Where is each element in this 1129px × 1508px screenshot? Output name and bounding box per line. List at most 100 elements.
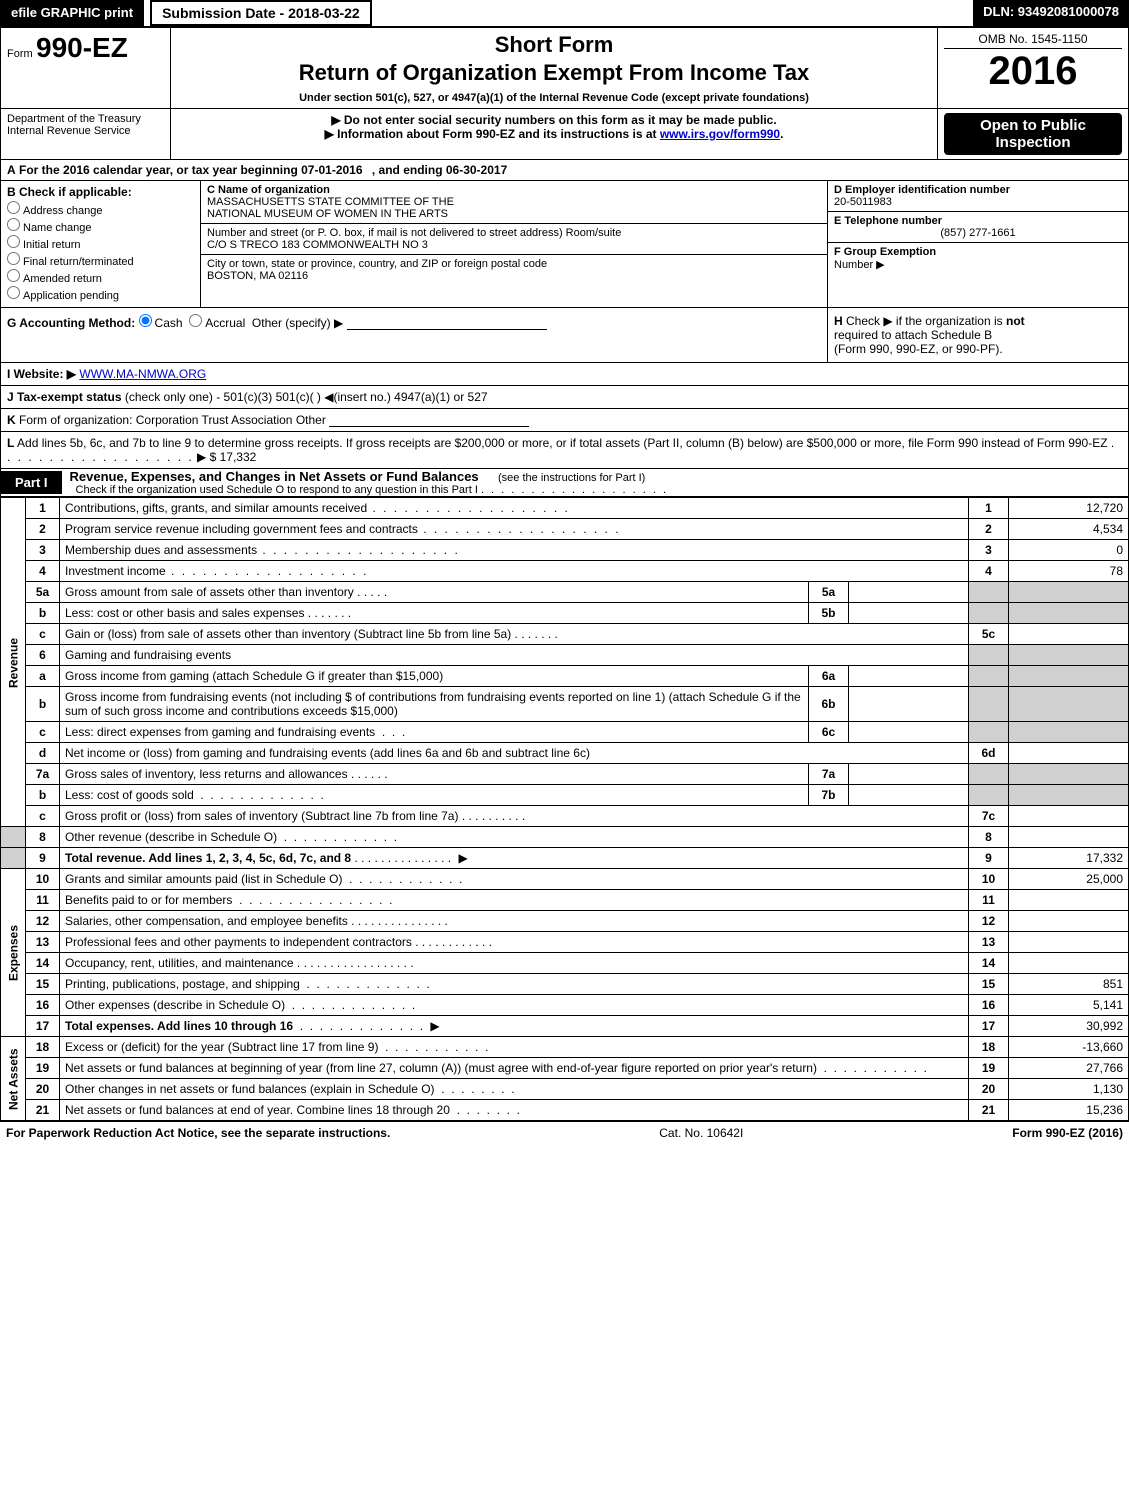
l11-text: Benefits paid to or for members	[65, 893, 232, 907]
l6a-text: Gross income from gaming (attach Schedul…	[60, 666, 809, 687]
l7a-sub: 7a	[809, 764, 849, 785]
section-h: H Check ▶ if the organization is not req…	[828, 308, 1128, 362]
l11-rnum: 11	[969, 890, 1009, 911]
line-7a: 7a Gross sales of inventory, less return…	[1, 764, 1129, 785]
form-header: Form 990-EZ Short Form Return of Organiz…	[0, 26, 1129, 109]
g-other-label: Other (specify) ▶	[252, 316, 343, 330]
l5a-shade-r	[969, 582, 1009, 603]
l6b-shade-r	[969, 687, 1009, 722]
department-cell: Department of the Treasury Internal Reve…	[1, 109, 171, 159]
netassets-sidebar: Net Assets	[1, 1037, 26, 1121]
l21-rnum: 21	[969, 1100, 1009, 1121]
l9-num: 9	[26, 848, 60, 869]
form-prefix: Form	[7, 48, 33, 60]
l5c-text: Gain or (loss) from sale of assets other…	[65, 627, 511, 641]
omb-number: OMB No. 1545-1150	[944, 32, 1122, 49]
section-b: B Check if applicable: Address change Na…	[1, 181, 201, 307]
l6a-shade-r	[969, 666, 1009, 687]
l12-text: Salaries, other compensation, and employ…	[65, 914, 348, 928]
l6b-amt	[849, 687, 969, 722]
l6-shade-a	[1009, 645, 1129, 666]
line-5a: 5a Gross amount from sale of assets othe…	[1, 582, 1129, 603]
l6b-shade-a	[1009, 687, 1129, 722]
dln-label: DLN: 93492081000078	[973, 0, 1129, 26]
l16-rnum: 16	[969, 995, 1009, 1016]
l11-num: 11	[26, 890, 60, 911]
l20-num: 20	[26, 1079, 60, 1100]
e-value: (857) 277-1661	[834, 227, 1122, 239]
l19-rnum: 19	[969, 1058, 1009, 1079]
line-12: 12 Salaries, other compensation, and emp…	[1, 911, 1129, 932]
opt-application-pending[interactable]: Application pending	[7, 286, 194, 302]
l7a-num: 7a	[26, 764, 60, 785]
g-cash-radio[interactable]	[139, 314, 152, 327]
opt-final-return[interactable]: Final return/terminated	[7, 252, 194, 268]
l3-rnum: 3	[969, 540, 1009, 561]
l4-text: Investment income	[65, 564, 166, 578]
l5b-shade-a	[1009, 603, 1129, 624]
city-label: City or town, state or province, country…	[207, 258, 821, 270]
section-gh: G Accounting Method: Cash Accrual Other …	[0, 308, 1129, 363]
l18-text: Excess or (deficit) for the year (Subtra…	[65, 1040, 378, 1054]
l10-text: Grants and similar amounts paid (list in…	[65, 872, 342, 886]
l19-amt: 27,766	[1009, 1058, 1129, 1079]
l3-num: 3	[26, 540, 60, 561]
j-text: (check only one) - 501(c)(3) 501(c)( ) ◀…	[125, 390, 488, 404]
l8-rnum: 8	[969, 827, 1009, 848]
section-k: K Form of organization: Corporation Trus…	[0, 409, 1129, 432]
l2-text: Program service revenue including govern…	[65, 522, 418, 536]
l15-num: 15	[26, 974, 60, 995]
omb-year-cell: OMB No. 1545-1150 2016	[938, 28, 1128, 108]
l16-text: Other expenses (describe in Schedule O)	[65, 998, 285, 1012]
g-cash-label: Cash	[155, 316, 183, 330]
addr-label: Number and street (or P. O. box, if mail…	[207, 227, 821, 239]
part1-header: Part I Revenue, Expenses, and Changes in…	[0, 469, 1129, 497]
line-5c: c Gain or (loss) from sale of assets oth…	[1, 624, 1129, 645]
k-other-input[interactable]	[329, 415, 529, 427]
line-17: 17 Total expenses. Add lines 10 through …	[1, 1016, 1129, 1037]
l21-num: 21	[26, 1100, 60, 1121]
g-other-input[interactable]	[347, 318, 547, 330]
l2-rnum: 2	[969, 519, 1009, 540]
l7a-shade-a	[1009, 764, 1129, 785]
line-3: 3 Membership dues and assessments 3 0	[1, 540, 1129, 561]
open-public-2: Inspection	[946, 134, 1120, 151]
g-accrual-radio[interactable]	[189, 314, 202, 327]
section-c: C Name of organization MASSACHUSETTS STA…	[201, 181, 828, 307]
l3-amt: 0	[1009, 540, 1129, 561]
k-text: Form of organization: Corporation Trust …	[19, 413, 326, 427]
open-public-1: Open to Public	[946, 117, 1120, 134]
l5b-amt	[849, 603, 969, 624]
opt-address-change[interactable]: Address change	[7, 201, 194, 217]
l13-num: 13	[26, 932, 60, 953]
opt-name-change[interactable]: Name change	[7, 218, 194, 234]
form-number-cell: Form 990-EZ	[1, 28, 171, 108]
efile-print-button[interactable]: efile GRAPHIC print	[0, 0, 144, 26]
expenses-sidebar: Expenses	[1, 869, 26, 1037]
l-amount-prefix: ▶ $	[197, 450, 220, 464]
irs-link[interactable]: www.irs.gov/form990	[660, 127, 780, 141]
l9-amt: 17,332	[1009, 848, 1129, 869]
l6a-shade-a	[1009, 666, 1129, 687]
l5b-shade-r	[969, 603, 1009, 624]
l14-text: Occupancy, rent, utilities, and maintena…	[65, 956, 294, 970]
l1-amt: 12,720	[1009, 498, 1129, 519]
section-a-text: For the 2016 calendar year, or tax year …	[19, 163, 363, 177]
opt-amended-return[interactable]: Amended return	[7, 269, 194, 285]
opt-initial-return[interactable]: Initial return	[7, 235, 194, 251]
section-a-ending: , and ending 06-30-2017	[372, 163, 507, 177]
k-label: K	[7, 413, 16, 427]
l6d-text: Net income or (loss) from gaming and fun…	[60, 743, 969, 764]
instruction-line-2: ▶ Information about Form 990-EZ and its …	[177, 127, 931, 141]
h-label: H	[834, 314, 843, 328]
org-line-1: MASSACHUSETTS STATE COMMITTEE OF THE	[207, 196, 821, 208]
l11-amt	[1009, 890, 1129, 911]
website-link[interactable]: WWW.MA-NMWA.ORG	[79, 367, 206, 381]
l8-text: Other revenue (describe in Schedule O)	[65, 830, 277, 844]
l12-amt	[1009, 911, 1129, 932]
section-l: L Add lines 5b, 6c, and 7b to line 9 to …	[0, 432, 1129, 469]
l7a-amt	[849, 764, 969, 785]
l6a-num: a	[26, 666, 60, 687]
l6c-amt	[849, 722, 969, 743]
line-20: 20 Other changes in net assets or fund b…	[1, 1079, 1129, 1100]
